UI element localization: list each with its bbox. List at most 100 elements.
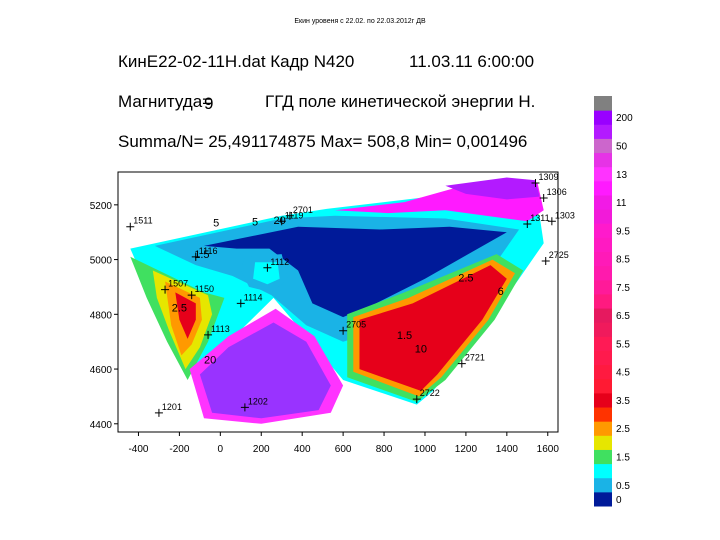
legend-swatch: [594, 124, 612, 139]
station-label: 1309: [538, 172, 558, 182]
station-marker: [531, 178, 540, 187]
x-tick-label: 800: [376, 444, 393, 455]
plot-frame: [117, 171, 559, 433]
x-tick-label: -200: [169, 444, 189, 455]
region-east-red: [359, 265, 507, 391]
station-marker: [263, 263, 272, 272]
station-label: 2701: [293, 205, 313, 215]
isoline-label: 1.5: [397, 330, 412, 342]
legend-swatch: [594, 279, 612, 295]
station-marker: [236, 299, 245, 308]
legend-swatch: [594, 322, 612, 337]
legend-label: 50: [616, 141, 628, 152]
station-marker: [277, 217, 286, 226]
legend-swatch: [594, 350, 612, 366]
legend-swatch: [594, 194, 612, 210]
isoline-label: 20: [204, 355, 216, 367]
station-marker: [547, 217, 556, 226]
region-navy: [204, 226, 507, 318]
station-label: 1113: [211, 324, 230, 334]
legend-label: 8.5: [616, 255, 630, 266]
legend: 0 0.5 1.5 2.5 3.5 4.5 5.5 6.5 7.5 8.5 9.5 11 13 50 200: [594, 96, 633, 507]
legend-label: 9.5: [616, 226, 630, 237]
station-marker: [191, 252, 200, 261]
x-tick-label: 600: [335, 444, 352, 455]
region-south-purple: [199, 322, 331, 419]
legend-label: 2.5: [616, 424, 630, 435]
magnitude-value: 9: [204, 94, 214, 113]
y-tick-label: 5000: [90, 256, 113, 267]
datetime-label: 11.03.11 6:00:00: [409, 52, 535, 71]
legend-swatch: [594, 166, 612, 182]
region-west-red: [175, 292, 196, 339]
station-marker: [412, 395, 421, 404]
legend-swatch: [594, 449, 612, 465]
station-label: 1201: [162, 402, 182, 412]
isoline-label: 10: [415, 344, 427, 356]
station-label: 1306: [547, 187, 567, 197]
station-marker: [204, 330, 213, 339]
legend-label: 5.5: [616, 339, 630, 350]
stats-line: Summa/N= 25,491174875 Max= 508,8 Min= 0,…: [118, 132, 528, 151]
legend-label: 6.5: [616, 311, 630, 322]
legend-label: 4.5: [616, 368, 630, 379]
legend-swatch: [594, 378, 612, 394]
legend-label: 0: [616, 495, 622, 506]
legend-swatch: [594, 265, 612, 281]
x-tick-label: -400: [128, 444, 148, 455]
y-tick-label: 5200: [90, 201, 113, 212]
x-tick-label: 1200: [455, 444, 478, 455]
isoline-label: 5: [252, 216, 258, 228]
station-marker: [457, 359, 466, 368]
station-label: 1112: [270, 257, 289, 267]
station-marker: [240, 403, 249, 412]
legend-label: 0.5: [616, 481, 630, 492]
station-marker: [539, 194, 548, 202]
legend-label: 11: [616, 198, 627, 209]
station-label: 1511: [133, 216, 152, 226]
station-label: 1202: [248, 396, 268, 406]
x-tick-label: 1400: [496, 444, 519, 455]
station-label: 2722: [420, 388, 440, 398]
x-tick-label: 1600: [537, 444, 560, 455]
legend-swatch: [594, 293, 612, 309]
station-marker: [154, 408, 163, 417]
x-tick-label: 200: [253, 444, 270, 455]
legend-swatch: [594, 308, 612, 323]
legend-swatch: [594, 435, 612, 450]
x-tick-label: 0: [218, 444, 224, 455]
station-label: 1119: [285, 210, 304, 220]
isoline-label: 2.5: [172, 303, 187, 315]
legend-swatch: [594, 407, 612, 422]
y-tick-label: 4800: [90, 310, 113, 321]
isoline-label: 1.5: [194, 249, 209, 261]
legend-swatch: [594, 463, 612, 479]
station-label: 1303: [555, 210, 575, 220]
legend-label: 7.5: [616, 283, 630, 294]
station-marker: [187, 291, 196, 300]
station-label: 2721: [465, 353, 485, 363]
legend-swatch: [594, 96, 612, 111]
legend-swatch: [594, 209, 612, 224]
legend-swatch: [594, 364, 612, 380]
magnitude-label: Магнитуда=: [118, 92, 213, 111]
station-label: 1116: [199, 246, 218, 256]
station-marker: [541, 256, 550, 265]
legend-swatch: [594, 138, 612, 154]
station-label: 1114: [244, 292, 263, 302]
legend-swatch: [594, 180, 612, 196]
isoline-label: 2.5: [458, 272, 473, 284]
region-island-cyan: [253, 262, 280, 285]
legend-label: 1.5: [616, 453, 630, 464]
y-tick-label: 4600: [90, 365, 113, 376]
x-tick-label: 1000: [414, 444, 437, 455]
legend-swatch: [594, 110, 612, 125]
station-marker: [523, 220, 532, 228]
legend-swatch: [594, 251, 612, 267]
legend-label: 13: [616, 170, 628, 181]
legend-swatch: [594, 491, 612, 507]
legend-swatch: [594, 421, 612, 436]
